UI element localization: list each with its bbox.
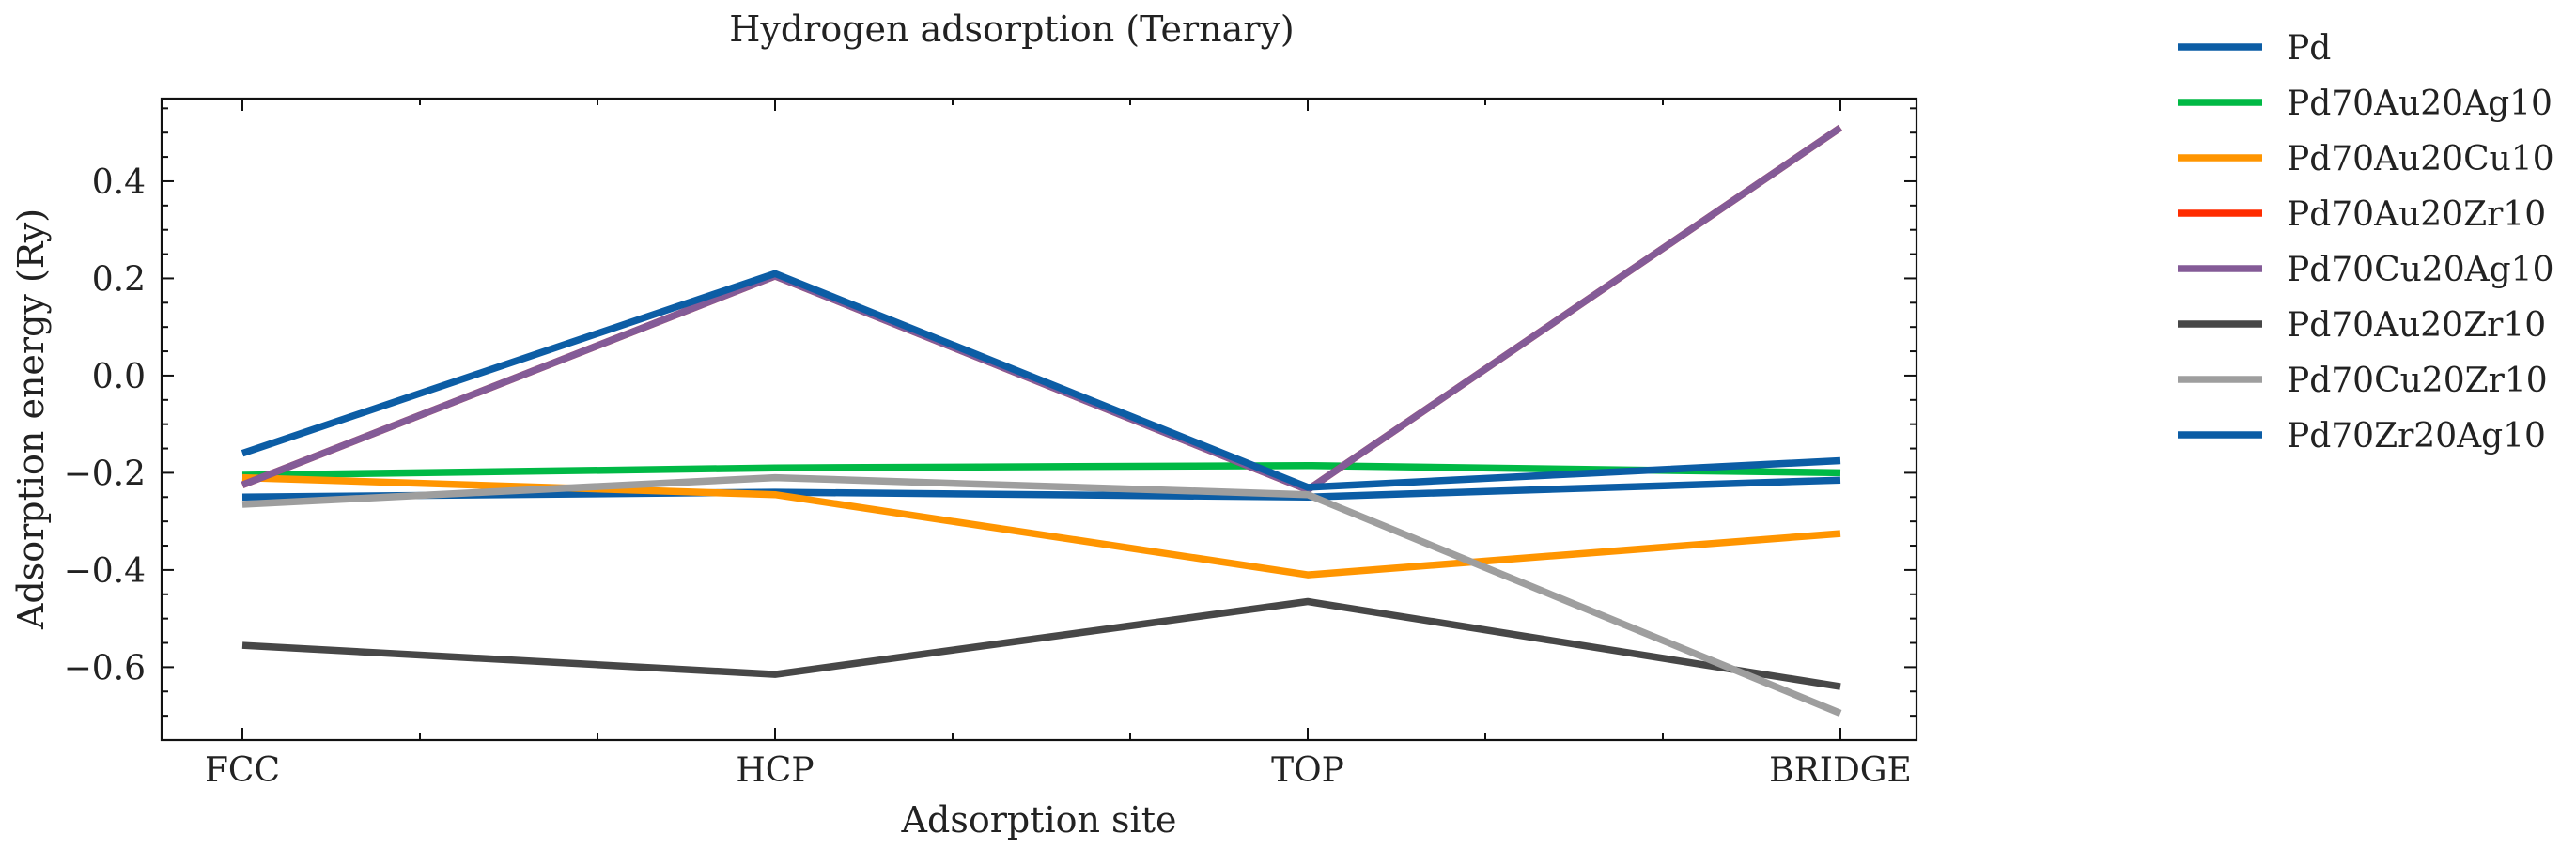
y-tick-labels: 0.4 0.2 0.0 −0.2 −0.4 −0.6	[64, 163, 146, 687]
x-tick-labels: FCC HCP TOP BRIDGE	[205, 751, 1912, 790]
x-axis-label: Adsorption site	[901, 799, 1177, 841]
plot-lines	[241, 124, 1843, 717]
axis-ticks	[162, 99, 1916, 741]
x-tick-label-top: TOP	[1271, 751, 1344, 790]
x-tick-label-hcp: HCP	[736, 751, 814, 790]
y-tick-label-6: −0.6	[64, 649, 146, 687]
legend-label-5: Pd70Cu20Ag10	[2287, 251, 2553, 289]
y-tick-label-2: 0.2	[92, 260, 146, 299]
x-tick-label-bridge: BRIDGE	[1769, 751, 1912, 790]
y-tick-label-5: −0.4	[64, 552, 146, 591]
series-line-1	[241, 476, 1841, 502]
series-line-8	[241, 270, 1841, 491]
y-tick-label-4: −0.2	[64, 455, 146, 493]
series-line-6	[241, 597, 1841, 690]
y-tick-label-1: 0.4	[92, 163, 146, 202]
legend-label-1: Pd	[2287, 29, 2331, 68]
series-line-7	[241, 473, 1842, 717]
plot-frame	[160, 97, 1918, 742]
series-line-4	[241, 124, 1843, 494]
y-axis-label: Adsorption energy (Ry)	[10, 208, 52, 630]
series-line-3	[241, 473, 1841, 579]
legend-label-3: Pd70Au20Cu10	[2287, 140, 2554, 178]
series-line-5	[241, 124, 1843, 494]
y-tick-label-3: 0.0	[92, 358, 146, 396]
legend-label-2: Pd70Au20Ag10	[2287, 85, 2553, 123]
legend-label-8: Pd70Zr20Ag10	[2287, 417, 2546, 455]
series-line-2	[241, 461, 1841, 479]
legend-label-7: Pd70Cu20Zr10	[2287, 362, 2548, 400]
x-tick-label-fcc: FCC	[205, 751, 280, 790]
legend: Pd Pd70Au20Ag10 Pd70Au20Cu10 Pd70Au20Zr10 Pd…	[2178, 29, 2554, 455]
legend-label-6: Pd70Au20Zr10	[2287, 306, 2546, 345]
legend-label-4: Pd70Au20Zr10	[2287, 195, 2546, 234]
chart-title: Hydrogen adsorption (Ternary)	[729, 8, 1295, 50]
